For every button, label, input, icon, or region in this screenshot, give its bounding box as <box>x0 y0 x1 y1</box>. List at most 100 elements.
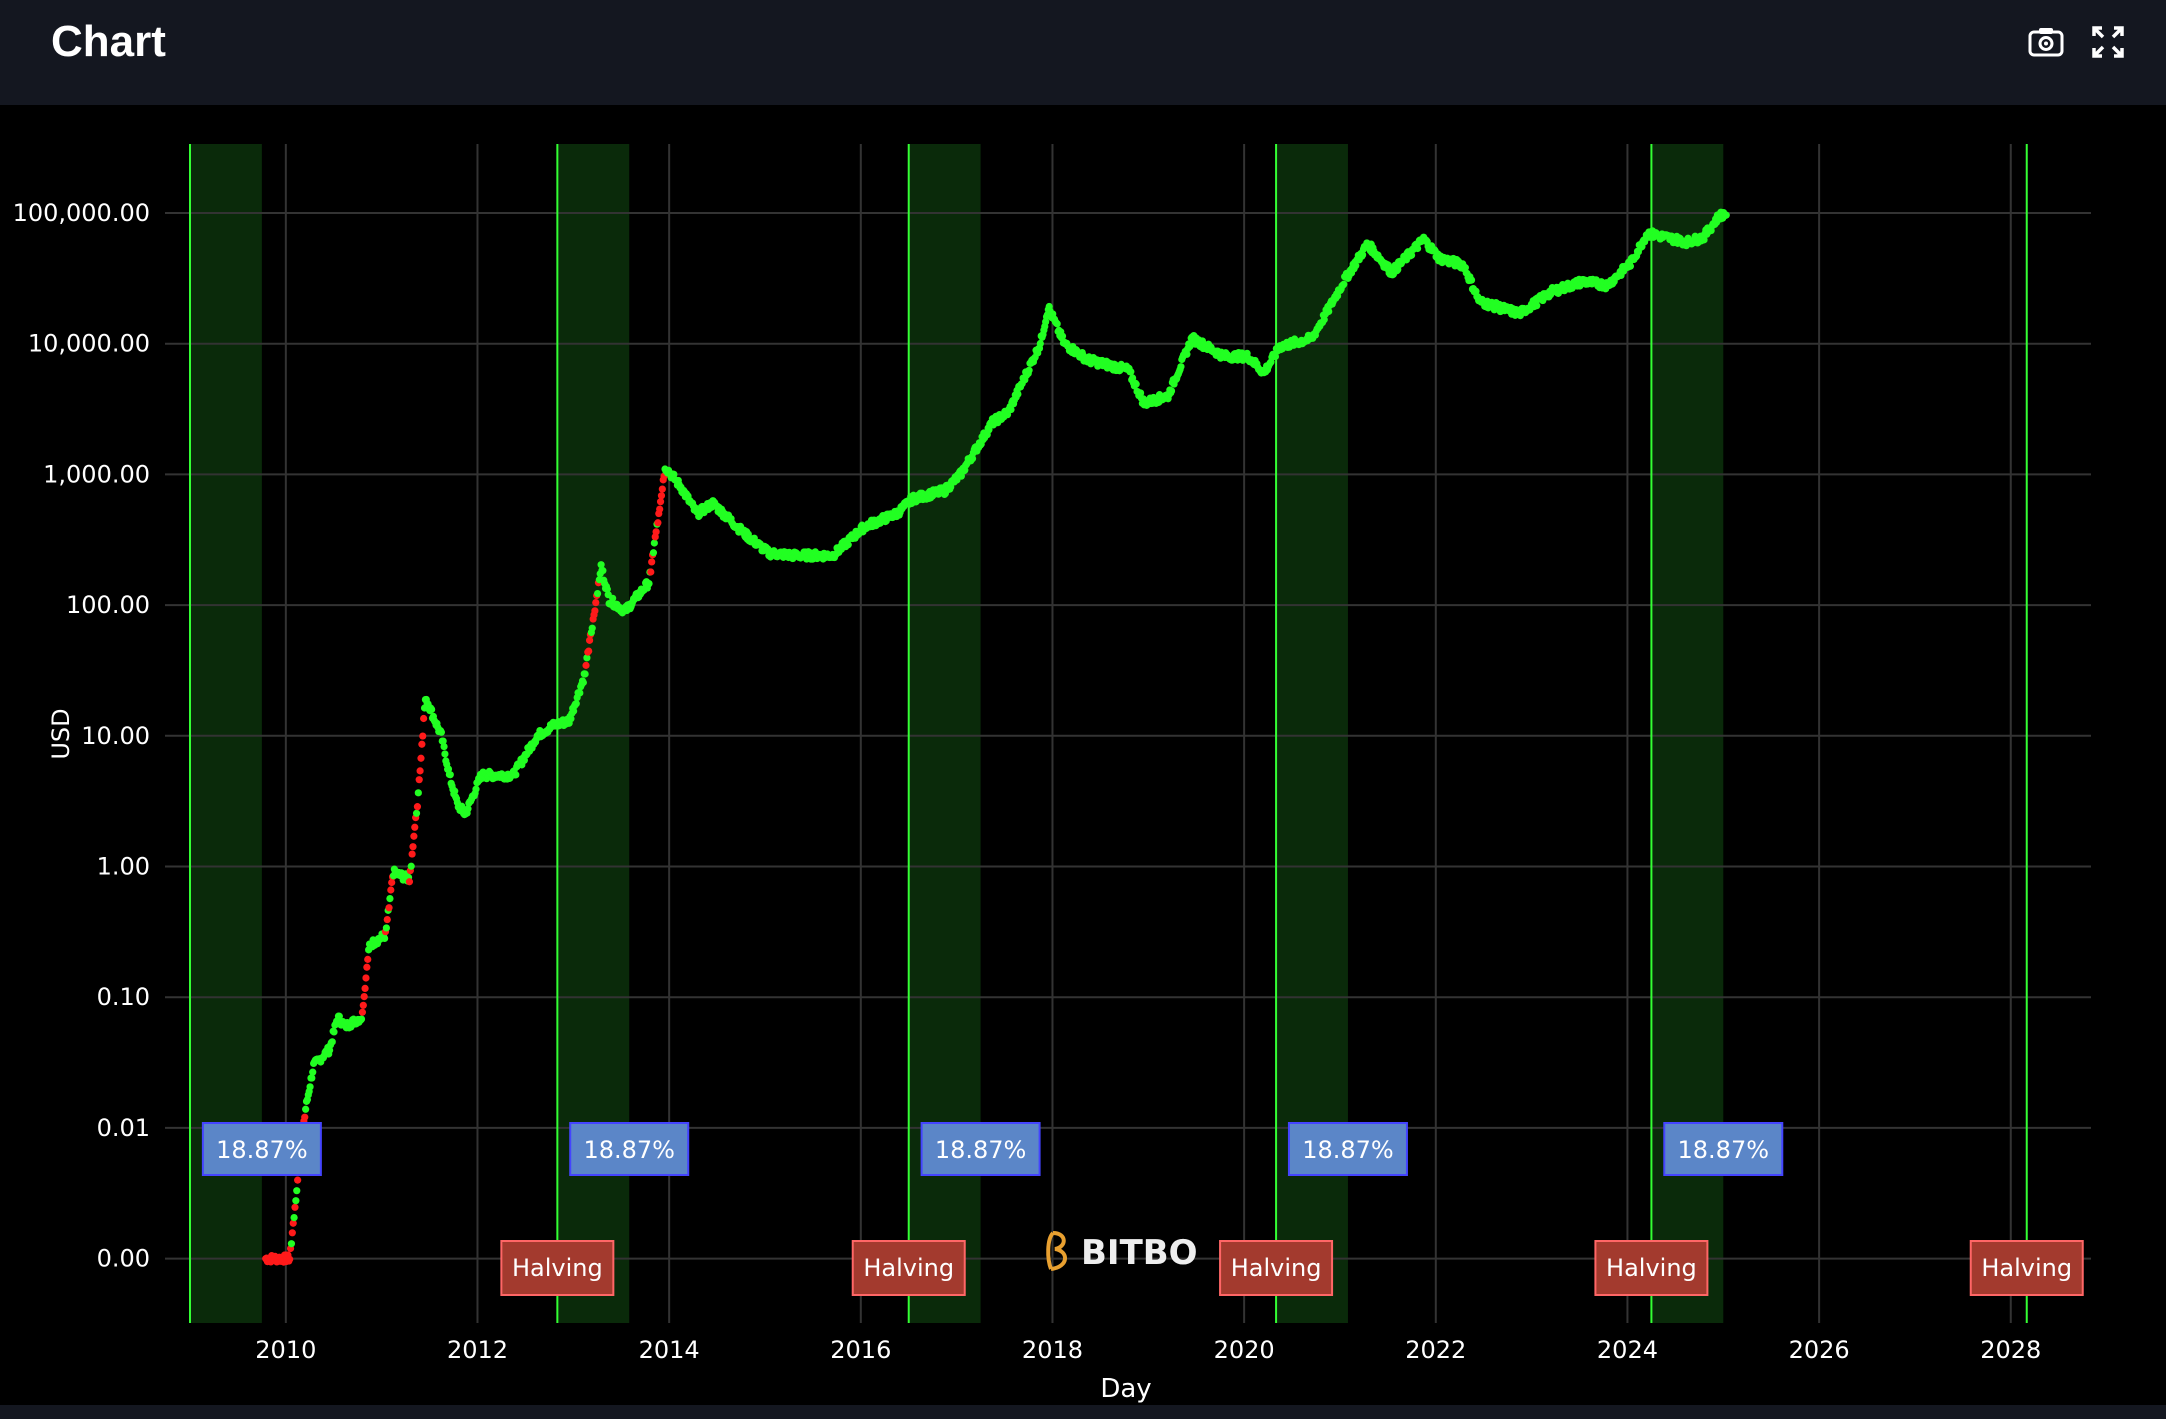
bitbo-watermark: BITBO <box>1046 1231 1198 1273</box>
watermark-text: BITBO <box>1081 1233 1198 1273</box>
price-point <box>585 647 593 655</box>
price-point <box>414 789 422 797</box>
price-point <box>387 886 395 894</box>
percent-annotation: 18.87% <box>1287 1122 1408 1176</box>
price-point <box>308 1074 316 1082</box>
percent-annotation: 18.87% <box>201 1122 322 1176</box>
price-point <box>1340 280 1348 288</box>
price-point <box>1136 389 1145 397</box>
price-point <box>306 1083 314 1091</box>
price-point <box>410 832 418 840</box>
fullscreen-icon[interactable] <box>2088 22 2128 62</box>
price-point <box>294 1176 302 1184</box>
x-tick-label: 2012 <box>447 1336 508 1364</box>
price-point <box>670 470 678 478</box>
price-point <box>658 485 666 493</box>
price-chart[interactable]: 2010 2012 2014 2016 2018 2020 2022 2024 2026 2028… <box>0 105 2166 1405</box>
price-point <box>1533 302 1541 310</box>
price-point <box>1177 363 1185 371</box>
price-point <box>572 700 580 708</box>
halving-annotation: Halving <box>1969 1240 2084 1296</box>
price-point <box>413 803 422 811</box>
price-point <box>576 689 584 697</box>
price-point <box>415 776 423 784</box>
price-point <box>309 1068 317 1076</box>
price-point <box>583 654 591 662</box>
y-tick-label: 100.00 <box>66 591 150 619</box>
percent-annotation: 18.87% <box>920 1122 1041 1176</box>
percent-annotation-box <box>1663 1122 1784 1176</box>
price-point <box>567 715 575 723</box>
price-point <box>1626 262 1635 270</box>
price-point <box>364 955 372 963</box>
price-point <box>290 1214 298 1222</box>
x-tick-label: 2018 <box>1022 1336 1083 1364</box>
halving-annotation-text: Halving <box>863 1254 954 1282</box>
price-point <box>472 785 480 793</box>
price-point <box>335 1012 343 1020</box>
price-point <box>418 740 426 748</box>
price-point <box>409 843 417 851</box>
price-point <box>359 1001 367 1009</box>
price-point <box>330 1028 338 1036</box>
price-point <box>609 594 617 602</box>
price-point <box>381 934 389 942</box>
price-point <box>407 862 415 870</box>
halving-annotation-box <box>1969 1240 2084 1296</box>
price-point <box>579 678 587 687</box>
price-point <box>1407 251 1416 259</box>
percent-annotation-box <box>201 1122 322 1176</box>
price-point <box>428 705 436 714</box>
price-point <box>652 528 660 536</box>
page-title: Chart <box>51 17 166 66</box>
price-point <box>1467 276 1476 284</box>
price-point <box>968 454 977 463</box>
price-point <box>1414 244 1422 253</box>
price-point <box>363 963 371 971</box>
price-point <box>361 984 369 992</box>
price-point <box>603 585 611 593</box>
price-point <box>947 483 955 491</box>
price-point <box>582 661 590 669</box>
price-point <box>385 904 393 912</box>
x-tick-label: 2026 <box>1789 1336 1850 1364</box>
percent-annotation-text: 18.87% <box>935 1136 1027 1164</box>
price-point <box>1132 380 1140 388</box>
x-tick-label: 2010 <box>255 1336 316 1364</box>
price-point <box>593 589 602 598</box>
price-point <box>362 974 370 982</box>
percent-annotation-box <box>920 1122 1041 1176</box>
x-tick-label: 2016 <box>830 1336 891 1364</box>
price-point <box>292 1197 300 1205</box>
price-point <box>1472 287 1480 295</box>
chart-header: Chart <box>0 0 2166 105</box>
percent-annotation-text: 18.87% <box>1302 1136 1394 1164</box>
price-point <box>648 558 656 566</box>
y-tick-label: 100,000.00 <box>13 199 150 227</box>
price-point <box>585 636 594 644</box>
price-point <box>1183 350 1191 358</box>
price-point <box>599 567 607 575</box>
camera-icon[interactable] <box>2026 22 2066 62</box>
price-point <box>1325 307 1333 316</box>
price-point <box>1352 262 1360 270</box>
price-point <box>1700 236 1708 244</box>
halving-annotation-text: Halving <box>1606 1254 1697 1282</box>
price-point <box>419 732 427 740</box>
price-point <box>645 579 653 588</box>
percent-annotation-text: 18.87% <box>583 1136 675 1164</box>
price-point <box>360 993 368 1001</box>
halving-annotation-text: Halving <box>512 1254 603 1282</box>
halving-annotation: Halving <box>851 1240 966 1296</box>
price-point <box>649 549 658 557</box>
price-point <box>1058 332 1067 340</box>
price-point <box>437 728 445 736</box>
price-point <box>592 598 600 607</box>
price-point <box>289 1219 297 1227</box>
price-point <box>657 492 666 500</box>
price-point <box>439 737 447 745</box>
price-point <box>288 1229 296 1237</box>
price-point <box>417 754 425 762</box>
y-tick-label: 10.00 <box>81 722 150 750</box>
price-point <box>446 771 454 779</box>
